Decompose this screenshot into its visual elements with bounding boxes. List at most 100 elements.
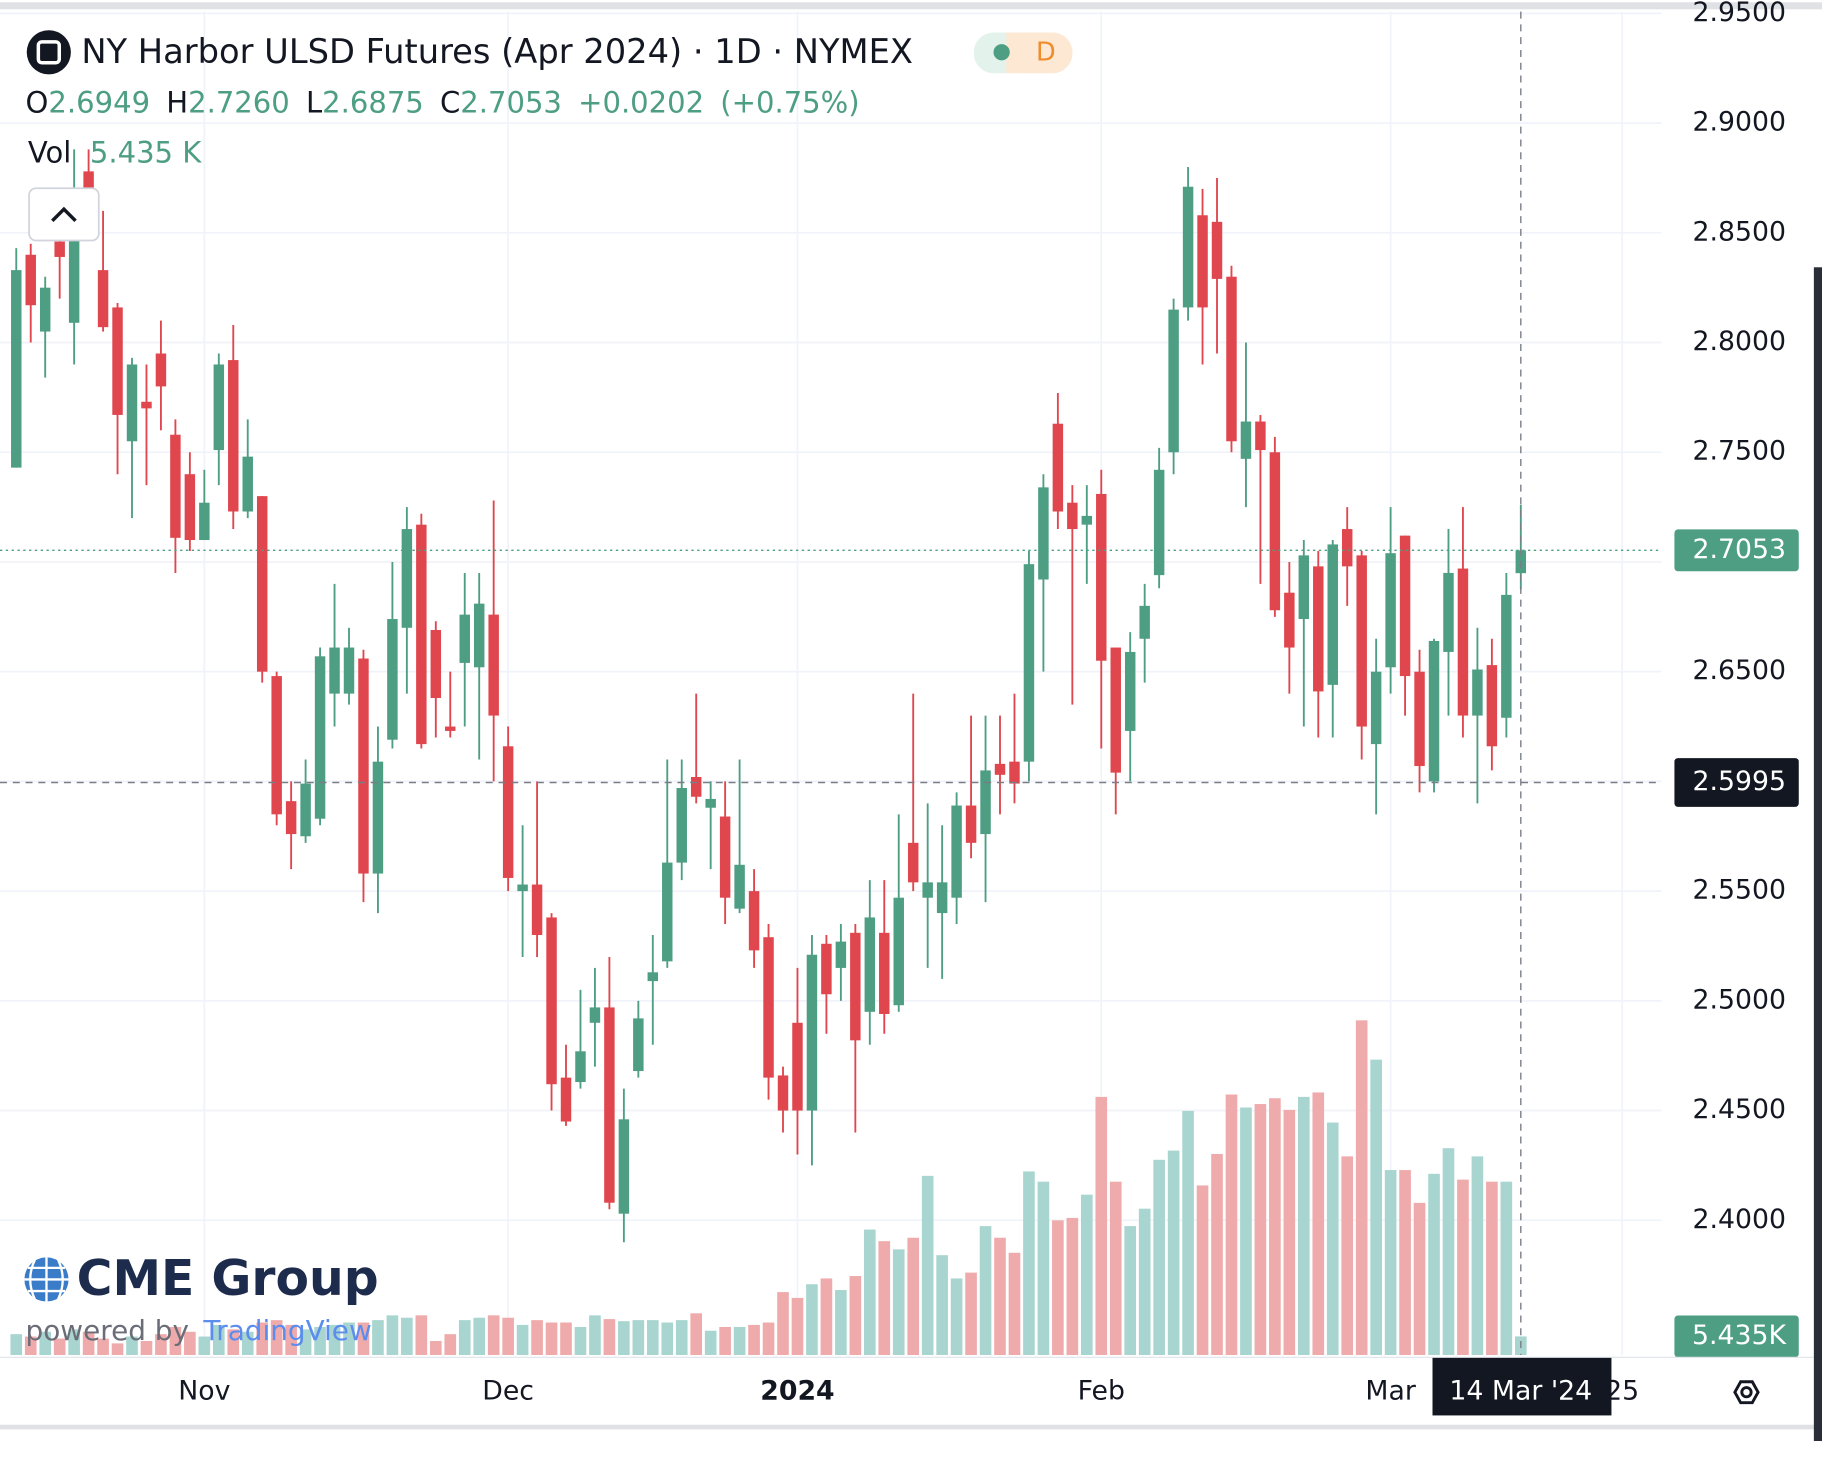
candle-body (1153, 469, 1165, 576)
status-dot (993, 44, 1010, 61)
volume-bar (777, 1292, 789, 1356)
candle-body (1457, 568, 1469, 716)
candle-body (647, 972, 659, 982)
candle-body (893, 897, 904, 1006)
volume-bar (111, 1343, 124, 1356)
candle-body (1486, 665, 1498, 747)
x-tick-label: Dec (482, 1376, 534, 1407)
volume-bar (1211, 1153, 1223, 1356)
volume-bar (415, 1315, 428, 1356)
candle-body (517, 884, 528, 892)
volume-bar (1486, 1181, 1498, 1356)
interval-label: D (1036, 37, 1056, 67)
volume-bar (835, 1290, 847, 1356)
candle-body (1067, 502, 1078, 530)
x-tick-label: 2024 (760, 1376, 834, 1407)
candle-body (184, 474, 196, 541)
volume-bar (328, 1324, 341, 1356)
candle-body (763, 937, 774, 1078)
volume-bar (1109, 1181, 1122, 1356)
candle-body (1182, 186, 1194, 308)
candle-body (39, 287, 51, 332)
legend-key: H (166, 86, 188, 120)
volume-bar (545, 1322, 558, 1356)
y-tick-label: 2.8500 (1692, 216, 1785, 247)
candle-body (126, 364, 138, 442)
candle-body (1023, 564, 1035, 762)
volume-bar (444, 1334, 457, 1356)
volume-bar (690, 1313, 703, 1356)
volume-bar (1413, 1202, 1426, 1356)
candle-body (806, 954, 818, 1111)
volume-bar (1298, 1096, 1310, 1356)
settings-button[interactable] (1733, 1380, 1760, 1405)
volume-bar (1471, 1156, 1484, 1356)
legend-value: 2.6949 (48, 86, 150, 120)
candle-body (705, 798, 716, 808)
volume-bar (1283, 1109, 1296, 1356)
volume-bar (907, 1237, 920, 1356)
volume-bar (1023, 1171, 1035, 1356)
x-tick-label: Nov (178, 1376, 230, 1407)
volume-bar (733, 1326, 746, 1356)
candle-body (936, 882, 948, 914)
volume-bar (1095, 1096, 1108, 1356)
collapse-button[interactable] (28, 187, 100, 242)
candle-body (1168, 309, 1179, 453)
volume-bar (386, 1315, 399, 1356)
x-tick-label: Mar (1365, 1376, 1415, 1407)
volume-bar (574, 1326, 587, 1356)
volume-bar (314, 1326, 326, 1356)
legend-key: C (440, 86, 460, 120)
legend-key: L (306, 86, 323, 120)
volume-bar (1428, 1173, 1440, 1356)
volume-bar (1269, 1098, 1281, 1356)
candle-body (1385, 553, 1396, 668)
candle-body (676, 787, 687, 863)
volume-bar (560, 1322, 572, 1356)
right-edge (1813, 267, 1822, 1442)
candle-body (1096, 493, 1107, 661)
volume-bar (603, 1319, 616, 1356)
candle-body (502, 746, 514, 878)
volume-bar (936, 1255, 948, 1356)
volume-bar (675, 1320, 688, 1356)
volume-bar (921, 1175, 934, 1356)
volume-bar (155, 1334, 167, 1356)
candle-body (575, 1051, 586, 1083)
volume-bar (1153, 1159, 1165, 1356)
logo-text: CME Group (77, 1250, 379, 1307)
last-price-box (1674, 529, 1799, 572)
collapse-icon (51, 206, 77, 223)
volume-bar (256, 1322, 269, 1356)
crosshair-date-label: 14 Mar '24 (1449, 1376, 1592, 1407)
crosshair-price-label: 2.5995 (1692, 766, 1785, 797)
candle-body (1399, 535, 1411, 677)
volume-bar (126, 1336, 138, 1356)
tradingview-brand: TradingView (202, 1314, 371, 1347)
candle-body (1226, 276, 1237, 442)
candle-body (734, 864, 745, 909)
volume-bar (343, 1322, 355, 1356)
candle-body (951, 805, 962, 898)
volume-bar (1196, 1185, 1209, 1356)
volume-bar (184, 1331, 196, 1356)
y-tick-label: 2.8000 (1692, 326, 1785, 357)
volume-bar (719, 1326, 731, 1356)
candle-body (213, 364, 225, 451)
volume-bar (1312, 1092, 1325, 1356)
volume-bar (762, 1322, 775, 1356)
settings-icon (1740, 1386, 1753, 1399)
volume-bar (791, 1297, 804, 1356)
candle-body (329, 647, 340, 694)
volume-bar (748, 1324, 760, 1356)
candle-body (907, 842, 919, 883)
volume-bar (849, 1276, 862, 1356)
candle-body (1370, 671, 1382, 745)
volume-bar (241, 1331, 254, 1356)
candle-body (1501, 594, 1512, 718)
volume-bar (473, 1317, 486, 1356)
volume-bar (965, 1272, 977, 1356)
volume-bar (1500, 1181, 1513, 1356)
